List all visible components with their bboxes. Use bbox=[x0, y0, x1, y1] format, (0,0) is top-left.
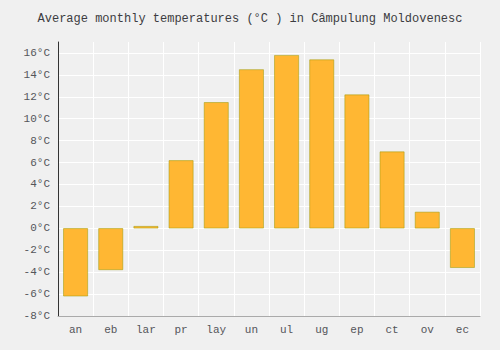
svg-text:8°C: 8°C bbox=[30, 135, 50, 147]
svg-text:an: an bbox=[69, 324, 82, 336]
svg-text:ov: ov bbox=[421, 324, 435, 336]
svg-text:ug: ug bbox=[315, 324, 328, 336]
svg-text:ul: ul bbox=[280, 324, 293, 336]
svg-text:un: un bbox=[245, 324, 258, 336]
svg-text:lar: lar bbox=[136, 324, 156, 336]
svg-text:-4°C: -4°C bbox=[24, 266, 51, 278]
svg-text:ep: ep bbox=[350, 324, 363, 336]
svg-text:2°C: 2°C bbox=[30, 200, 50, 212]
svg-text:6°C: 6°C bbox=[30, 157, 50, 169]
svg-text:-2°C: -2°C bbox=[24, 244, 51, 256]
svg-text:pr: pr bbox=[174, 324, 187, 336]
svg-text:16°C: 16°C bbox=[24, 47, 51, 59]
svg-text:-6°C: -6°C bbox=[24, 288, 51, 300]
svg-text:14°C: 14°C bbox=[24, 69, 51, 81]
svg-text:ec: ec bbox=[456, 324, 469, 336]
svg-text:eb: eb bbox=[104, 324, 117, 336]
svg-text:lay: lay bbox=[206, 324, 226, 336]
svg-text:-8°C: -8°C bbox=[24, 310, 51, 322]
svg-text:12°C: 12°C bbox=[24, 91, 51, 103]
svg-text:10°C: 10°C bbox=[24, 113, 51, 125]
svg-text:4°C: 4°C bbox=[30, 178, 50, 190]
svg-text:0°C: 0°C bbox=[30, 222, 50, 234]
svg-text:Average monthly temperatures (: Average monthly temperatures (°C ) in Câ… bbox=[38, 12, 463, 26]
svg-text:ct: ct bbox=[385, 324, 398, 336]
